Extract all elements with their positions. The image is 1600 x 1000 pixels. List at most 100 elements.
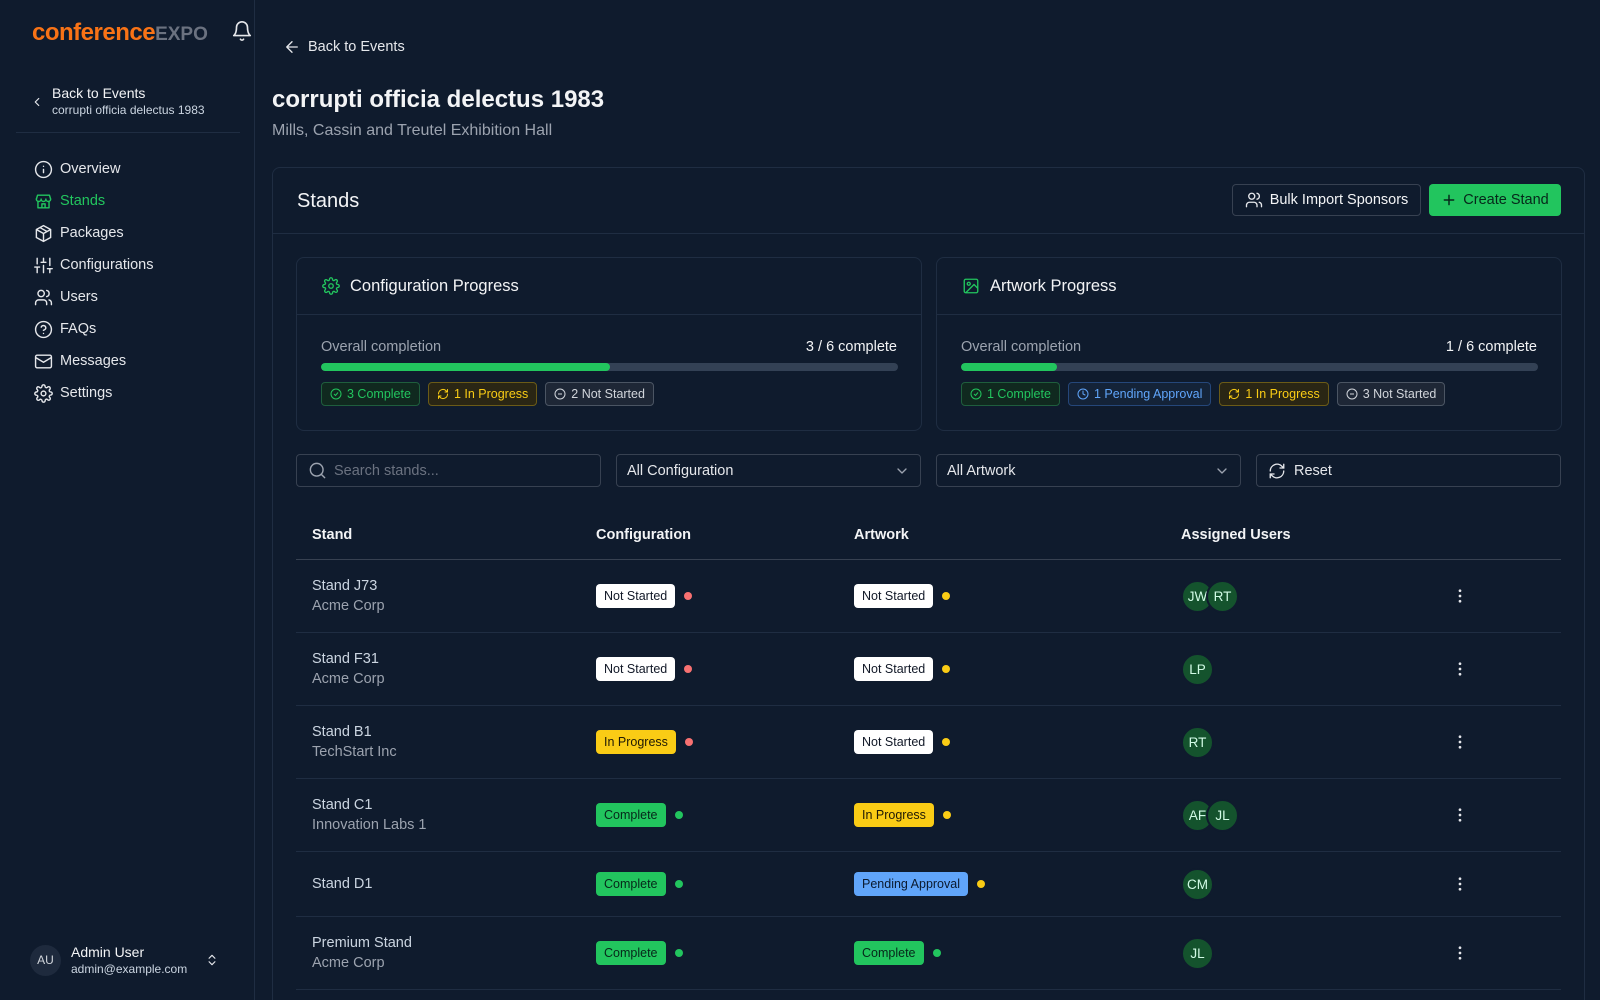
- column-header-configuration[interactable]: Configuration: [596, 527, 692, 543]
- arrow-left-icon: [286, 41, 298, 53]
- table-body: Stand J73 Acme Corp Not Started Not Started…: [296, 560, 1561, 990]
- artwork-status-badge: Not Started: [854, 730, 934, 754]
- more-vertical-icon[interactable]: [1451, 806, 1469, 824]
- users-icon: [34, 289, 53, 305]
- table-row[interactable]: Stand B1 TechStart Inc In Progress Not Star…: [296, 706, 1561, 779]
- more-vertical-icon[interactable]: [1451, 660, 1469, 678]
- chevrons-up-down-icon: [208, 954, 216, 966]
- brand-logo[interactable]: conferenceEXPO: [32, 19, 208, 47]
- reset-label: Reset: [1294, 462, 1332, 479]
- user-menu[interactable]: AU Admin User admin@example.com: [30, 940, 230, 980]
- artwork-status-dot: [942, 811, 951, 819]
- config-not-started-chip[interactable]: 2 Not Started: [545, 382, 654, 406]
- avatar-group: LP: [1181, 652, 1214, 686]
- configuration-status-dot: [684, 592, 693, 600]
- stand-cell: Stand B1 TechStart Inc: [312, 706, 397, 778]
- more-vertical-icon[interactable]: [1451, 875, 1469, 893]
- chip-label: 3 Not Started: [1362, 387, 1437, 401]
- bulk-import-sponsors-button[interactable]: Bulk Import Sponsors: [1232, 184, 1421, 216]
- chip-label: 1 In Progress: [453, 387, 529, 401]
- column-header-artwork[interactable]: Artwork: [854, 527, 909, 543]
- user-name: Admin User: [71, 944, 145, 960]
- avatar[interactable]: LP: [1181, 652, 1214, 686]
- artwork-status-badge: Complete: [854, 941, 924, 965]
- create-stand-button[interactable]: Create Stand: [1429, 184, 1561, 216]
- assigned-users-cell: CM: [1181, 852, 1214, 916]
- sidebar-back-to-events[interactable]: Back to Events corrupti officia delectus…: [30, 84, 240, 122]
- brand-name-accent: EXPO: [155, 24, 208, 45]
- artwork-status-badge: In Progress: [854, 803, 934, 827]
- artwork-in-progress-chip[interactable]: 1 In Progress: [1219, 382, 1329, 406]
- artwork-status-badge: Not Started: [854, 657, 934, 681]
- search-input[interactable]: [334, 462, 574, 479]
- sidebar-item-stands[interactable]: Stands: [34, 185, 244, 217]
- avatar[interactable]: RT: [1181, 725, 1214, 759]
- stand-name: Stand D1: [312, 876, 373, 892]
- sidebar-item-settings[interactable]: Settings: [34, 377, 244, 409]
- artwork-status-badge: Not Started: [854, 584, 934, 608]
- chip-label: 1 In Progress: [1245, 387, 1320, 401]
- avatar[interactable]: RT: [1206, 579, 1239, 613]
- configuration-status-badge: Complete: [596, 941, 666, 965]
- avatar-group: AF JL: [1181, 798, 1239, 832]
- artwork-progress-header: Artwork Progress: [937, 258, 1561, 315]
- avatar[interactable]: JL: [1206, 798, 1239, 832]
- more-vertical-icon[interactable]: [1451, 944, 1469, 962]
- sidebar-item-messages[interactable]: Messages: [34, 345, 244, 377]
- gear-icon: [34, 383, 53, 403]
- sidebar-item-overview[interactable]: Overview: [34, 153, 244, 185]
- table-row[interactable]: Stand F31 Acme Corp Not Started Not Started…: [296, 633, 1561, 706]
- sidebar-event-name: corrupti officia delectus 1983: [52, 103, 205, 117]
- table-row[interactable]: Stand D1 Complete Pending Approval CM: [296, 852, 1561, 917]
- gear-icon: [322, 277, 340, 295]
- minus-circle-icon: [554, 388, 566, 400]
- artwork-progress-title: Artwork Progress: [990, 276, 1117, 295]
- avatar[interactable]: JL: [1181, 936, 1214, 970]
- config-status-chips: 3 Complete 1 In Progress 2 Not Started: [321, 382, 654, 406]
- refresh-icon: [1229, 388, 1240, 400]
- table-row[interactable]: Premium Stand Acme Corp Complete Complete JL: [296, 917, 1561, 990]
- table-row[interactable]: Stand C1 Innovation Labs 1 Complete In Prog…: [296, 779, 1561, 852]
- chevron-down-icon: [897, 467, 907, 474]
- artwork-filter-select[interactable]: All Artwork: [936, 454, 1241, 487]
- config-complete-chip[interactable]: 3 Complete: [321, 382, 420, 406]
- brand-name-main: conference: [32, 19, 156, 46]
- table-row[interactable]: Stand J73 Acme Corp Not Started Not Started…: [296, 560, 1561, 633]
- sidebar-item-users[interactable]: Users: [34, 281, 244, 313]
- artwork-progress-bar: [961, 363, 1538, 371]
- configuration-status-dot: [684, 738, 693, 746]
- artwork-filter-value: All Artwork: [947, 462, 1016, 479]
- configuration-cell: In Progress: [596, 706, 693, 778]
- sidebar-item-label: Settings: [60, 385, 113, 401]
- configuration-status-badge: Not Started: [596, 584, 676, 608]
- back-to-events-label: Back to Events: [308, 39, 405, 55]
- stand-cell: Stand C1 Innovation Labs 1: [312, 779, 426, 851]
- config-overall-label: Overall completion: [321, 339, 442, 355]
- artwork-not-started-chip[interactable]: 3 Not Started: [1336, 382, 1446, 406]
- check-circle-icon: [970, 388, 982, 400]
- artwork-status-chips: 1 Complete 1 Pending Approval 1 In Progr…: [961, 382, 1446, 406]
- assigned-users-cell: RT: [1181, 706, 1214, 778]
- sidebar-item-configurations[interactable]: Configurations: [34, 249, 244, 281]
- more-vertical-icon[interactable]: [1451, 587, 1469, 605]
- configuration-filter-select[interactable]: All Configuration: [616, 454, 921, 487]
- package-icon: [35, 224, 52, 242]
- configuration-cell: Complete: [596, 779, 683, 851]
- bell-icon[interactable]: [231, 20, 253, 42]
- artwork-status-dot: [932, 949, 941, 957]
- more-vertical-icon[interactable]: [1451, 733, 1469, 751]
- avatar[interactable]: CM: [1181, 867, 1214, 901]
- column-header-assigned-users[interactable]: Assigned Users: [1181, 527, 1291, 543]
- column-header-stand[interactable]: Stand: [312, 527, 353, 543]
- sidebar-item-packages[interactable]: Packages: [34, 217, 244, 249]
- stand-name: Stand J73: [312, 578, 378, 594]
- artwork-pending-chip[interactable]: 1 Pending Approval: [1067, 382, 1212, 406]
- reset-filters-button[interactable]: Reset: [1256, 454, 1561, 487]
- config-in-progress-chip[interactable]: 1 In Progress: [427, 382, 538, 406]
- artwork-cell: Not Started: [854, 633, 951, 705]
- back-to-events-link[interactable]: Back to Events: [283, 36, 405, 58]
- stand-name: Premium Stand: [312, 935, 412, 951]
- configuration-cell: Complete: [596, 852, 683, 916]
- artwork-complete-chip[interactable]: 1 Complete: [961, 382, 1060, 406]
- sidebar-item-faqs[interactable]: FAQs: [34, 313, 244, 345]
